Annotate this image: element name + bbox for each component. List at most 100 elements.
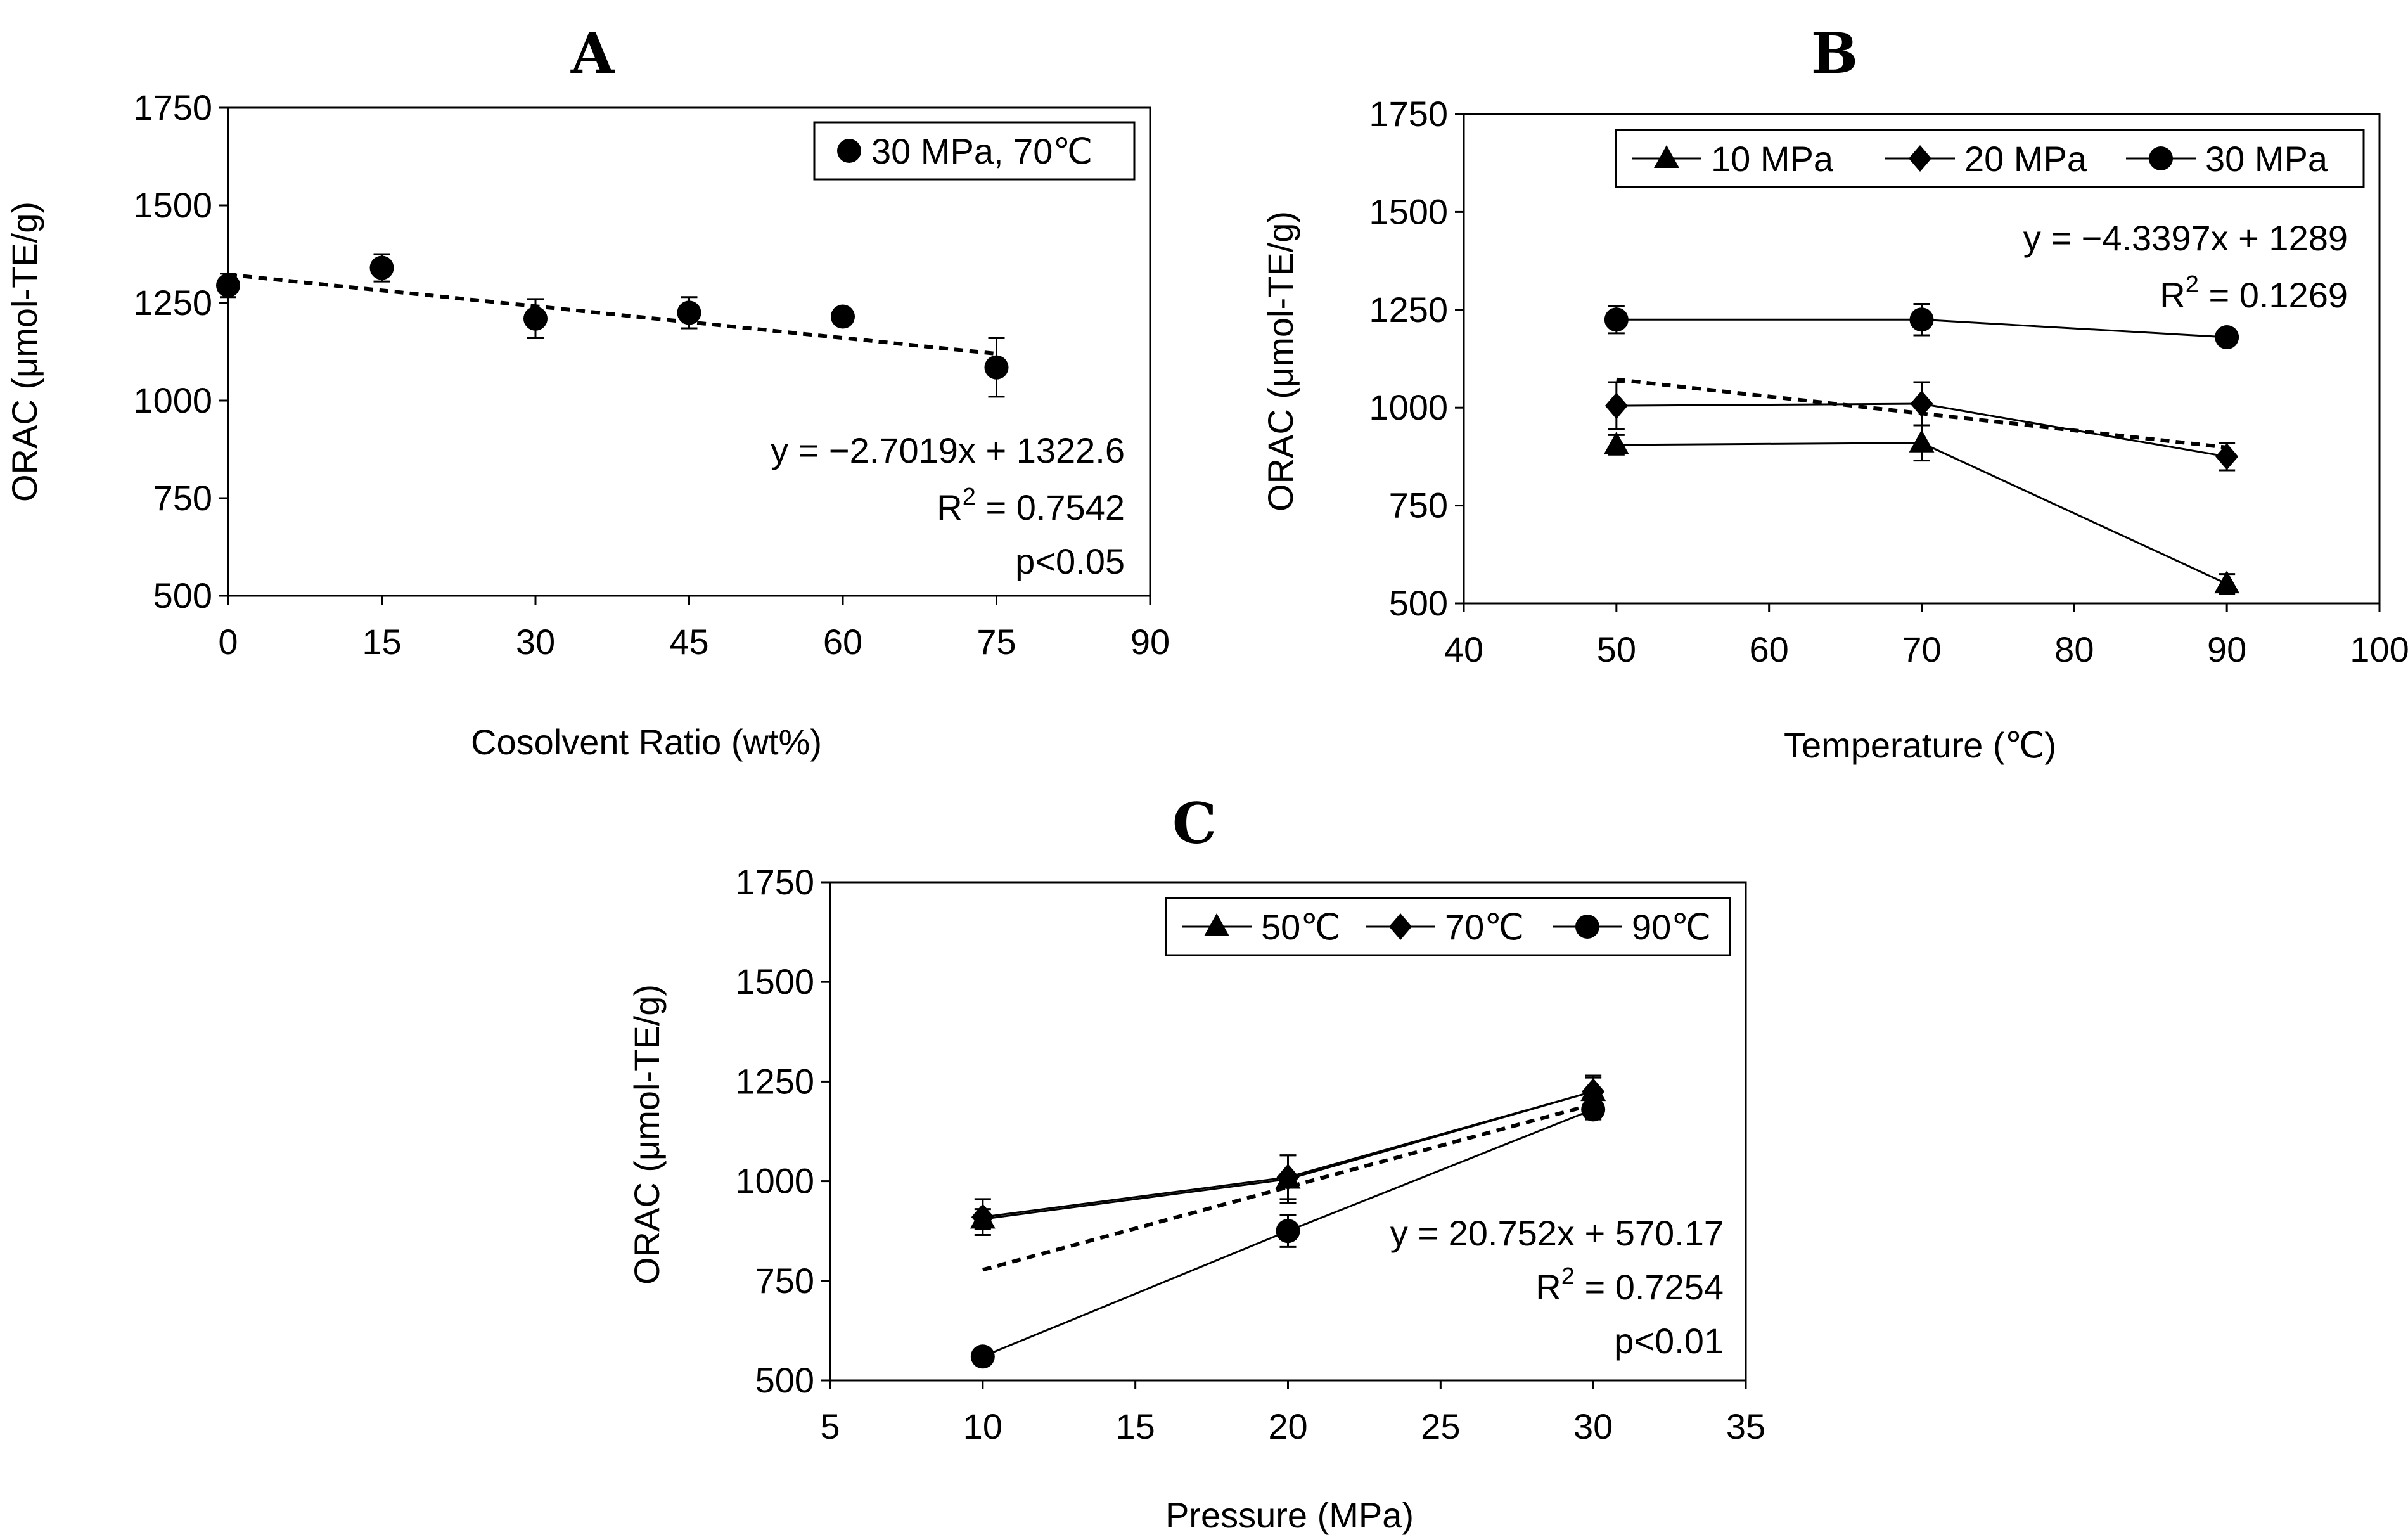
series-0 [1603,424,2240,595]
legend-label: 70℃ [1445,907,1524,947]
x-tick-label: 60 [823,622,862,662]
series-2 [1604,303,2239,350]
r-squared-text: R2 = 0.7542 [937,484,1125,527]
p-value-text: p<0.01 [1614,1321,1724,1361]
panel-title: B [1811,20,1858,86]
data-point [1604,392,1628,420]
legend-label: 20 MPa [1964,139,2087,179]
y-tick-label: 1750 [1369,94,1448,134]
chart-panel-c: C 500 750 1000 1250 1500 1750 5 10 15 20 25 30 35 Pres… [627,790,1765,1535]
y-tick-label: 500 [1389,583,1448,623]
data-point [1909,429,1935,453]
data-point [1582,1078,1605,1105]
y-tick-label: 500 [755,1360,814,1400]
legend-marker [1654,145,1679,168]
legend-marker [1909,145,1931,172]
panel-title: C [1172,790,1217,856]
data-point [1276,1219,1300,1244]
data-point [1604,307,1629,332]
r-squared-text: R2 = 0.1269 [2160,271,2348,315]
legend-label: 30 MPa, 70℃ [871,131,1092,171]
x-tick-label: 70 [1902,629,1941,669]
x-tick-label: 80 [2054,629,2094,669]
y-tick-label: 750 [755,1261,814,1301]
x-tick-label: 90 [1130,622,1170,662]
series-0 [216,253,1009,398]
data-point [523,306,548,331]
legend-marker [1575,915,1599,939]
panel-title: A [570,20,615,86]
x-tick-label: 15 [362,622,401,662]
equation-text: y = −2.7019x + 1322.6 [771,430,1125,470]
x-tick-label: 10 [963,1406,1002,1446]
y-tick-label: 1750 [133,87,212,127]
legend-label: 50℃ [1261,907,1340,947]
legend-box [1615,129,2365,188]
legend-marker [837,139,861,163]
y-axis-label: ORAC (μmol-TE/g) [1260,211,1300,511]
y-tick-label: 750 [1389,486,1448,525]
data-point [1581,1097,1606,1122]
data-point [970,1344,995,1369]
y-tick-label: 500 [153,576,212,615]
x-tick-label: 20 [1268,1406,1307,1446]
data-point [831,304,855,329]
data-point [2215,325,2239,350]
y-tick-label: 1500 [735,961,814,1001]
trendline [227,273,997,356]
series-line [1616,442,2227,585]
legend-label: 10 MPa [1711,139,1834,179]
r-squared-text: R2 = 0.7254 [1535,1263,1724,1307]
equation-text: y = 20.752x + 570.17 [1390,1213,1724,1253]
legend-marker [1389,913,1412,940]
legend-label: 30 MPa [2205,139,2328,179]
y-tick-label: 1250 [735,1061,814,1101]
data-point [677,300,701,325]
data-point [971,1204,994,1231]
data-point [1909,307,1934,332]
legend-box [1165,897,1731,956]
legend: 10 MPa 20 MPa 30 MPa [1615,129,2365,188]
legend: 50℃ 70℃ 90℃ [1165,897,1731,956]
data-point [216,273,240,298]
chart-panel-b: B 500 750 1000 1250 1500 1750 40 50 60 70 80 90 100 Te… [1260,20,2408,765]
legend: 30 MPa, 70℃ [813,121,1136,181]
x-axis-label: Temperature (℃) [1784,725,2056,765]
x-tick-label: 15 [1116,1406,1155,1446]
x-tick-label: 30 [1573,1406,1613,1446]
y-tick-label: 1250 [1369,290,1448,330]
y-tick-label: 1000 [1369,387,1448,427]
data-point [1603,431,1629,454]
x-tick-label: 25 [1421,1406,1460,1446]
data-point [984,355,1009,380]
x-tick-label: 30 [516,622,555,662]
y-tick-label: 1750 [735,862,814,902]
legend-box [813,121,1136,181]
chart-panel-a: A 500 750 1000 1250 1500 1750 0 15 30 45 60 75 90 Coso… [4,20,1170,762]
legend-marker [2149,146,2173,170]
y-axis-label: ORAC (μmol-TE/g) [4,202,44,502]
x-tick-label: 40 [1444,629,1483,669]
regression-annotation: y = −2.7019x + 1322.6 R2 = 0.7542 p<0.05 [771,430,1125,581]
p-value-text: p<0.05 [1015,541,1125,581]
y-tick-label: 1000 [735,1161,814,1201]
equation-text: y = −4.3397x + 1289 [2023,218,2348,258]
series-1 [971,1074,1605,1236]
x-axis-label: Cosolvent Ratio (wt%) [471,722,822,762]
data-point [2214,570,2240,594]
regression-annotation: y = −4.3397x + 1289 R2 = 0.1269 [2023,218,2348,315]
x-tick-label: 35 [1726,1406,1765,1446]
legend-marker [1204,913,1229,936]
data-point [1910,390,1933,418]
x-tick-label: 50 [1597,629,1636,669]
data-point [1276,1164,1300,1191]
y-tick-label: 1500 [1369,191,1448,231]
y-tick-label: 1000 [133,380,212,420]
x-tick-label: 75 [977,622,1016,662]
series-1 [1604,381,2239,472]
x-axis-label: Pressure (MPa) [1165,1495,1414,1535]
x-tick-label: 100 [2350,629,2408,669]
y-axis-label: ORAC (μmol-TE/g) [627,984,667,1285]
x-tick-label: 90 [2207,629,2246,669]
x-tick-label: 60 [1750,629,1789,669]
